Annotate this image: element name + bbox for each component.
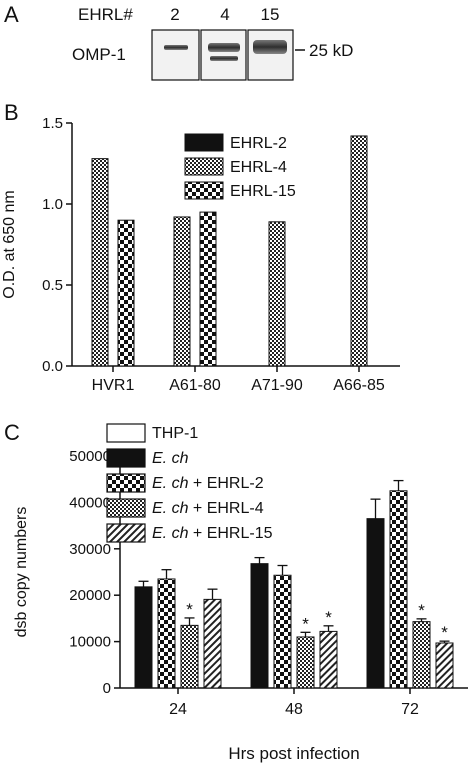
legend-swatch [184, 133, 224, 152]
bar [203, 598, 222, 689]
bar [366, 518, 385, 689]
x-tick-label: A66-85 [333, 377, 385, 394]
legend-swatch [106, 523, 146, 543]
lane-label-15: 15 [261, 5, 280, 24]
x-tick-label: 72 [401, 701, 419, 718]
y-tick-label: 10000 [69, 634, 111, 651]
lane-label-2: 2 [170, 5, 179, 24]
y-tick-label: 50000 [69, 448, 111, 465]
legend-label: EHRL-4 [230, 159, 287, 176]
x-tick-label: 24 [169, 701, 187, 718]
blot-band [208, 43, 240, 52]
bar [157, 578, 176, 689]
panel-b-label: B [4, 100, 19, 125]
bar [319, 630, 338, 689]
blot-band [253, 40, 287, 54]
legend-label: EHRL-2 [230, 135, 287, 152]
legend-swatch [106, 448, 146, 468]
bar [117, 219, 135, 367]
blot-band [210, 56, 238, 61]
legend-label: E. ch + EHRL-2 [152, 475, 264, 492]
bar [134, 586, 153, 689]
bar [199, 211, 217, 367]
chart-b: 0.0 0.5 1.0 1.5 O.D. at 650 nm HVR1 A61-80 A71-… [1, 115, 400, 394]
y-tick-label: 20000 [69, 587, 111, 604]
legend-label: EHRL-15 [230, 183, 296, 200]
omp1-row-label: OMP-1 [72, 45, 126, 64]
bar [180, 624, 199, 689]
legend-label: THP-1 [152, 425, 198, 442]
significance-marker: * [302, 614, 309, 633]
panel-a-label: A [4, 2, 19, 27]
bar [435, 642, 454, 689]
y-axis-title: O.D. at 650 nm [1, 190, 18, 299]
bar [389, 490, 408, 689]
legend-swatch [106, 473, 146, 493]
bar [350, 135, 368, 367]
blot-lane-1 [151, 29, 200, 81]
legend-swatch [106, 423, 146, 443]
blot-lane-3 [247, 29, 294, 81]
significance-marker: * [186, 600, 193, 619]
bar [273, 574, 292, 689]
bar [250, 563, 269, 689]
legend-swatch [184, 157, 224, 176]
x-tick-label: HVR1 [92, 377, 135, 394]
ehrl-header-label: EHRL# [78, 5, 133, 24]
legend-swatch [106, 498, 146, 518]
legend-label: E. ch + EHRL-4 [152, 500, 264, 517]
bar [296, 636, 315, 689]
y-tick-label: 0.5 [42, 277, 63, 294]
blot-lane-2 [200, 29, 247, 81]
bar [173, 216, 191, 367]
molecular-weight-marker: 25 kD [309, 41, 353, 60]
panel-c-label: C [4, 420, 20, 445]
bar [91, 158, 109, 367]
legend-label: E. ch + EHRL-15 [152, 525, 273, 542]
legend-label: E. ch [152, 450, 189, 467]
x-tick-label: A71-90 [251, 377, 303, 394]
y-axis-title: dsb copy numbers [13, 507, 30, 638]
y-tick-label: 1.0 [42, 196, 63, 213]
western-blot [151, 29, 305, 81]
x-tick-label: 48 [285, 701, 303, 718]
blot-band [164, 45, 188, 50]
y-tick-label: 30000 [69, 541, 111, 558]
legend-swatch [184, 181, 224, 200]
x-axis-title: Hrs post infection [228, 744, 359, 763]
y-tick-label: 1.5 [42, 115, 63, 132]
y-tick-label: 40000 [69, 494, 111, 511]
significance-marker: * [325, 608, 332, 627]
y-tick-label: 0.0 [42, 358, 63, 375]
bar [268, 221, 286, 367]
significance-marker: * [441, 623, 448, 642]
lane-label-4: 4 [220, 5, 229, 24]
y-tick-label: 0 [103, 680, 111, 697]
x-tick-label: A61-80 [169, 377, 221, 394]
chart-c: 0 10000 20000 30000 40000 50000 dsb copy numbe… [13, 423, 468, 763]
significance-marker: * [418, 601, 425, 620]
bar [412, 621, 431, 689]
